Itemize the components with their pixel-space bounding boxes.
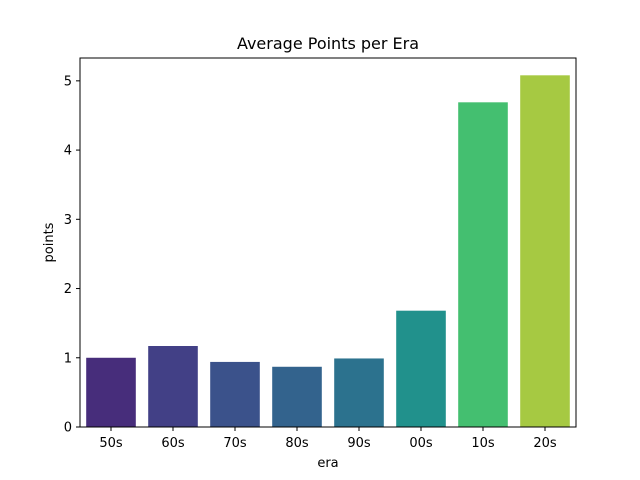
x-tick-label: 00s (409, 436, 433, 451)
y-tick-label: 4 (64, 144, 72, 159)
plot-frame (79, 57, 577, 428)
bar-00s (396, 310, 446, 427)
y-axis-label: points (42, 222, 57, 262)
bar-70s (210, 361, 260, 427)
x-tick-label: 10s (471, 436, 495, 451)
bar-50s (86, 357, 136, 427)
x-tick-label: 80s (285, 436, 309, 451)
x-tick-label: 90s (347, 436, 371, 451)
x-axis-label: era (317, 456, 338, 471)
bar-60s (148, 346, 198, 427)
x-tick-label: 70s (223, 436, 247, 451)
y-tick-label: 2 (64, 282, 72, 297)
y-tick-label: 5 (64, 74, 72, 89)
bar-10s (458, 102, 508, 427)
y-ticks: 0 1 2 3 4 5 (64, 74, 80, 436)
bar-20s (520, 75, 570, 427)
y-tick-label: 3 (64, 213, 72, 228)
x-tick-label: 60s (161, 436, 185, 451)
axes-layer (79, 57, 577, 428)
x-ticks: 50s 60s 70s 80s 90s 00s 10s 20s (99, 427, 557, 451)
y-tick-label: 1 (64, 351, 72, 366)
bar-80s (272, 366, 322, 427)
x-tick-label: 50s (99, 436, 123, 451)
y-tick-label: 0 (64, 421, 72, 436)
bars-layer (86, 75, 570, 427)
chart-title: Average Points per Era (237, 34, 419, 53)
x-tick-label: 20s (533, 436, 557, 451)
bar-90s (334, 358, 384, 427)
